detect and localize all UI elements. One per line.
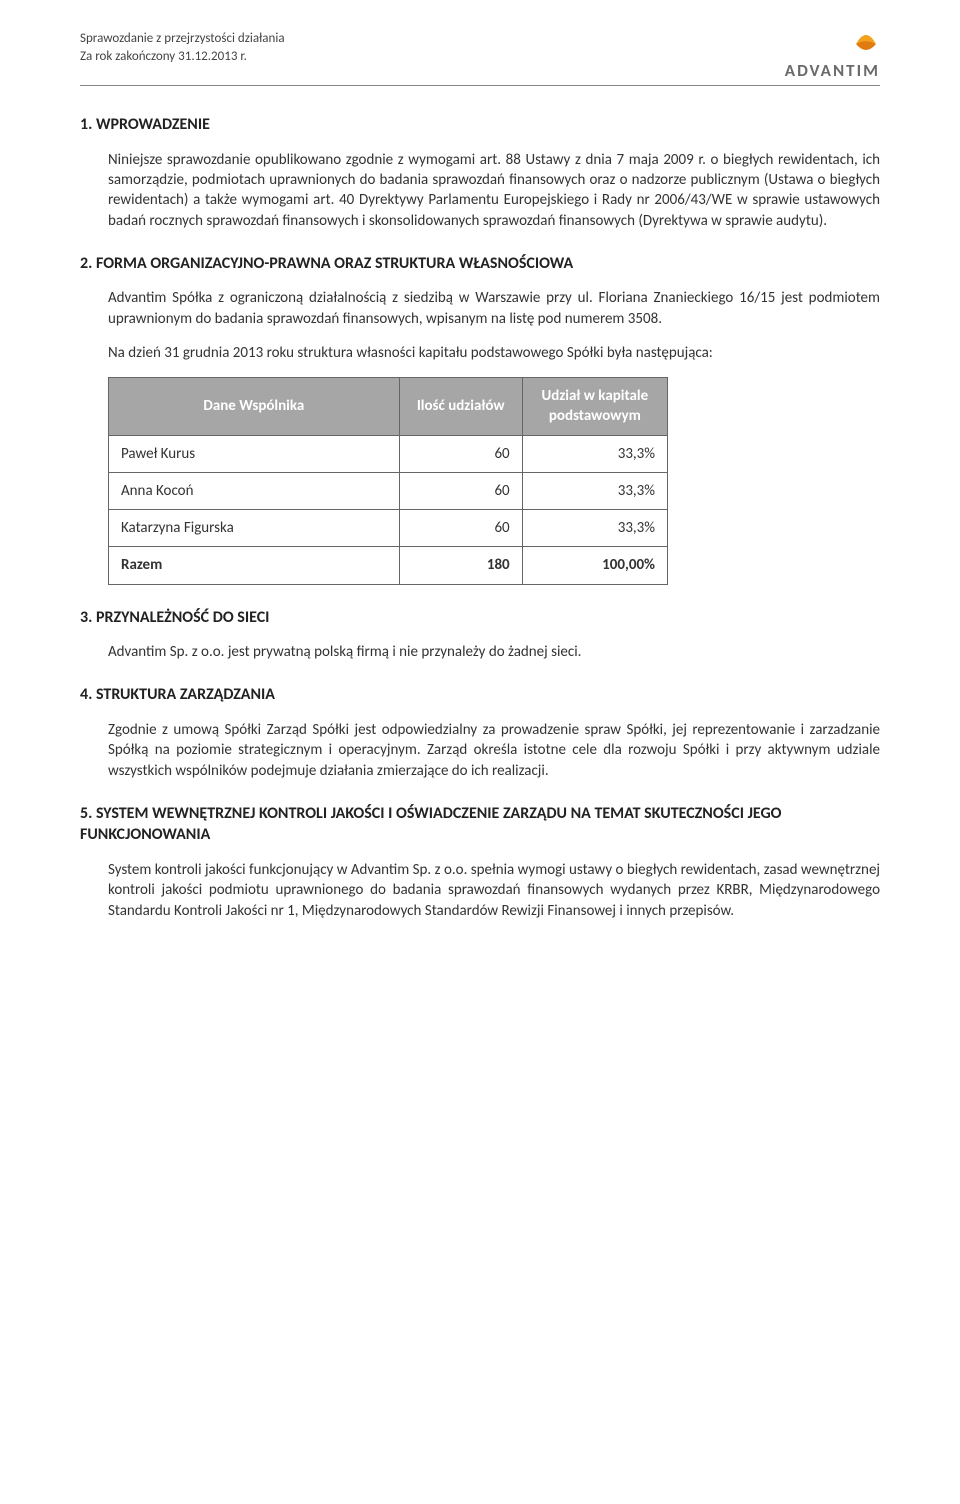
table-row: Paweł Kurus 60 33,3% [109, 435, 668, 472]
header-line1: Sprawozdanie z przejrzystości działania [80, 30, 285, 48]
cell-qty: 60 [399, 435, 522, 472]
advantim-logo-icon [852, 30, 880, 60]
header-meta: Sprawozdanie z przejrzystości działania … [80, 30, 285, 65]
section-2-p2: Na dzień 31 grudnia 2013 roku struktura … [108, 343, 880, 363]
col-header-qty: Ilość udziałów [399, 378, 522, 436]
section-5-p1: System kontroli jakości funkcjonujący w … [108, 860, 880, 921]
section-2-p1: Advantim Spółka z ograniczoną działalnoś… [108, 288, 880, 329]
section-4-p1: Zgodnie z umową Spółki Zarząd Spółki jes… [108, 720, 880, 781]
ownership-table: Dane Wspólnika Ilość udziałów Udział w k… [108, 377, 668, 585]
table-total-row: Razem 180 100,00% [109, 547, 668, 584]
page-header: Sprawozdanie z przejrzystości działania … [80, 30, 880, 86]
section-3-p1: Advantim Sp. z o.o. jest prywatną polską… [108, 642, 880, 662]
logo: ADVANTIM [785, 30, 880, 83]
header-line2: Za rok zakończony 31.12.2013 r. [80, 48, 285, 66]
table-row: Anna Kocoń 60 33,3% [109, 472, 668, 509]
logo-text: ADVANTIM [785, 60, 880, 81]
cell-qty: 60 [399, 472, 522, 509]
cell-name: Katarzyna Figurska [109, 510, 400, 547]
table-header-row: Dane Wspólnika Ilość udziałów Udział w k… [109, 378, 668, 436]
section-5-title: 5. SYSTEM WEWNĘTRZNEJ KONTROLI JAKOŚCI I… [80, 803, 880, 846]
cell-pct: 33,3% [522, 510, 667, 547]
cell-pct: 33,3% [522, 472, 667, 509]
col-header-pct: Udział w kapitale podstawowym [522, 378, 667, 436]
section-2-title: 2. FORMA ORGANIZACYJNO-PRAWNA ORAZ STRUK… [80, 253, 880, 275]
table-row: Katarzyna Figurska 60 33,3% [109, 510, 668, 547]
cell-qty: 60 [399, 510, 522, 547]
section-4-title: 4. STRUKTURA ZARZĄDZANIA [80, 684, 880, 706]
section-1-p1: Niniejsze sprawozdanie opublikowano zgod… [108, 150, 880, 231]
cell-total-pct: 100,00% [522, 547, 667, 584]
section-3-title: 3. PRZYNALEŻNOŚĆ DO SIECI [80, 607, 880, 629]
cell-total-qty: 180 [399, 547, 522, 584]
cell-total-name: Razem [109, 547, 400, 584]
col-header-name: Dane Wspólnika [109, 378, 400, 436]
cell-pct: 33,3% [522, 435, 667, 472]
section-1-title: 1. WPROWADZENIE [80, 114, 880, 136]
cell-name: Paweł Kurus [109, 435, 400, 472]
cell-name: Anna Kocoń [109, 472, 400, 509]
